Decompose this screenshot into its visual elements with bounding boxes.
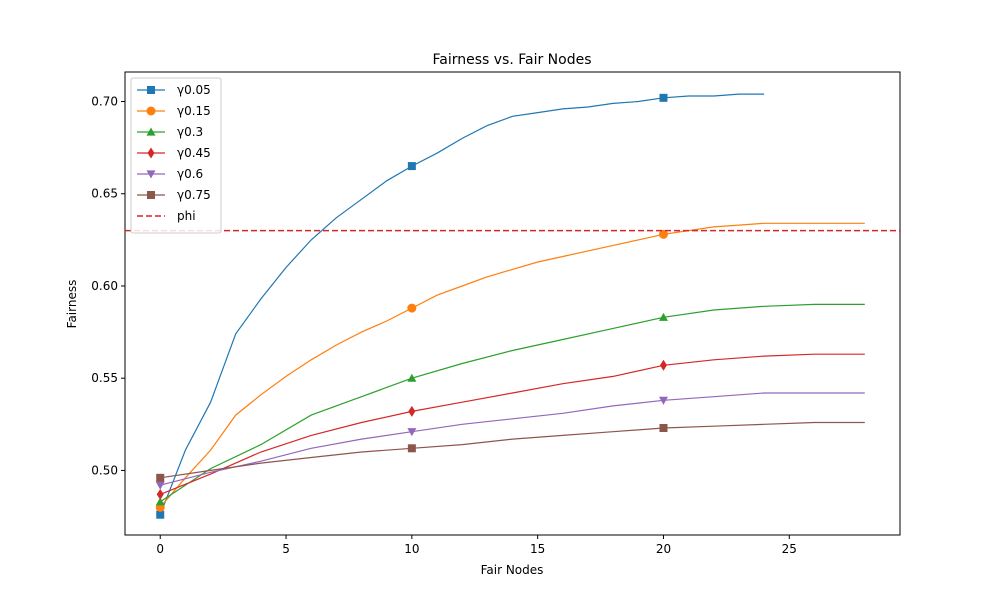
x-axis-label: Fair Nodes: [481, 563, 544, 577]
legend: γ0.05 γ0.15 γ0.3 γ0.45 γ0.6 γ0.75 phi: [130, 77, 222, 234]
legend-label: γ0.6: [177, 167, 203, 181]
series-4: [155, 392, 865, 490]
y-tick-label: 0.55: [91, 371, 118, 385]
legend-label: γ0.3: [177, 125, 203, 139]
legend-item: γ0.45: [137, 146, 211, 160]
data-point: [407, 428, 417, 437]
x-tick-label: 0: [156, 542, 164, 556]
data-point: [156, 473, 165, 482]
series-line: [159, 222, 865, 508]
legend-marker: [146, 106, 156, 116]
series-0: [156, 93, 765, 519]
legend-marker: [146, 170, 156, 179]
y-axis-label: Fairness: [65, 280, 79, 329]
data-point: [407, 373, 417, 382]
legend-marker: [147, 147, 155, 159]
series-line: [159, 93, 765, 515]
series-line: [159, 303, 865, 503]
data-point: [658, 312, 668, 321]
y-tick-label: 0.50: [91, 463, 118, 477]
legend-item: phi: [137, 209, 196, 223]
data-point: [658, 396, 668, 405]
x-tick-label: 25: [782, 542, 797, 556]
data-point: [408, 405, 416, 417]
chart-title: Fairness vs. Fair Nodes: [432, 52, 591, 68]
data-point: [156, 488, 164, 500]
legend-label: γ0.05: [177, 83, 211, 97]
legend-label: γ0.45: [177, 146, 211, 160]
series-2: [155, 303, 865, 506]
plot-area: [124, 71, 901, 536]
legend-label: γ0.75: [177, 188, 211, 202]
legend-label: γ0.15: [177, 104, 211, 118]
x-tick-label: 20: [656, 542, 671, 556]
legend-item: γ0.75: [137, 188, 211, 202]
data-point: [659, 359, 667, 371]
legend-label: phi: [177, 209, 196, 223]
data-point: [659, 424, 668, 433]
legend-marker: [146, 127, 156, 136]
x-axis: 0 5 10 15 20 25: [156, 535, 797, 556]
legend-marker: [147, 86, 155, 94]
series-3: [156, 353, 865, 500]
data-point: [407, 444, 416, 453]
data-point: [156, 510, 165, 519]
plot-frame: [124, 71, 901, 536]
legend-item: γ0.05: [137, 83, 211, 97]
series-5: [156, 421, 865, 482]
x-tick-label: 15: [530, 542, 545, 556]
data-point: [659, 93, 668, 102]
data-point: [407, 162, 416, 171]
series-1: [155, 222, 865, 512]
series-line: [160, 392, 865, 486]
legend-marker: [147, 191, 155, 199]
data-point: [155, 481, 165, 490]
x-tick-label: 5: [282, 542, 290, 556]
series-line: [160, 421, 865, 479]
y-tick-label: 0.70: [91, 95, 118, 109]
series-line: [159, 353, 865, 495]
data-point: [658, 229, 668, 239]
legend-item: γ0.15: [137, 104, 211, 118]
data-point: [407, 303, 417, 313]
legend-item: γ0.6: [137, 167, 203, 181]
data-point: [155, 497, 165, 506]
series-layer: [125, 93, 900, 519]
y-tick-label: 0.60: [91, 279, 118, 293]
y-tick-label: 0.65: [91, 187, 118, 201]
x-tick-label: 10: [404, 542, 419, 556]
y-axis: 0.50 0.55 0.60 0.65 0.70: [91, 95, 125, 477]
legend-item: γ0.3: [137, 125, 203, 139]
